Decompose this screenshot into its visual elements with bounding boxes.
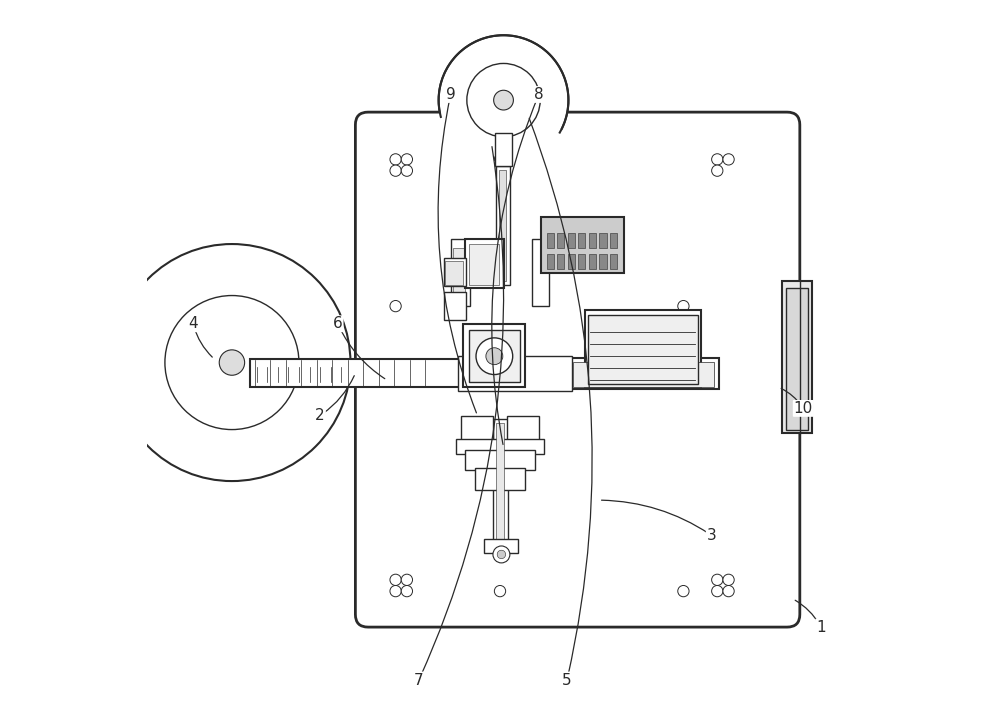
Circle shape (723, 585, 734, 597)
Bar (495, 132, 512, 166)
Circle shape (401, 165, 413, 176)
Bar (461, 416, 493, 443)
Circle shape (494, 585, 506, 597)
Text: 1: 1 (816, 619, 826, 635)
Bar (541, 217, 624, 273)
Bar (589, 232, 596, 248)
Bar (465, 450, 535, 470)
Bar (463, 324, 525, 387)
Text: 10: 10 (794, 401, 813, 416)
Circle shape (493, 546, 510, 563)
Bar (571, 358, 719, 390)
Circle shape (390, 154, 401, 165)
Circle shape (439, 36, 568, 165)
Circle shape (678, 585, 689, 597)
Bar (610, 254, 617, 269)
Circle shape (401, 574, 413, 585)
Bar (469, 330, 520, 383)
Circle shape (467, 63, 540, 137)
Circle shape (219, 350, 245, 375)
Circle shape (712, 585, 723, 597)
Circle shape (401, 154, 413, 165)
Bar (250, 359, 461, 387)
Text: 3: 3 (707, 528, 717, 543)
Bar (458, 356, 572, 391)
Bar (588, 314, 698, 384)
Bar (532, 239, 549, 306)
Bar (599, 254, 607, 269)
Bar (507, 416, 539, 443)
Circle shape (390, 301, 401, 311)
Circle shape (494, 154, 506, 165)
Bar (496, 166, 510, 285)
Text: 8: 8 (534, 87, 544, 102)
Bar (547, 232, 554, 248)
Circle shape (712, 574, 723, 585)
Bar (557, 254, 564, 269)
Bar (568, 254, 575, 269)
Text: 9: 9 (446, 87, 455, 102)
Circle shape (494, 90, 513, 110)
Bar (782, 282, 812, 433)
Bar (573, 362, 714, 387)
Bar (465, 239, 504, 289)
Circle shape (401, 585, 413, 597)
Bar (585, 310, 701, 387)
Bar (499, 170, 506, 282)
FancyBboxPatch shape (355, 112, 800, 627)
Bar (453, 247, 465, 301)
Circle shape (712, 165, 723, 176)
Circle shape (113, 244, 350, 481)
Circle shape (723, 154, 734, 165)
Circle shape (165, 296, 299, 429)
Bar (578, 254, 585, 269)
Bar (469, 244, 499, 285)
Bar (568, 232, 575, 248)
Circle shape (723, 574, 734, 585)
Text: 2: 2 (315, 408, 325, 423)
Circle shape (712, 154, 723, 165)
Bar (547, 254, 554, 269)
Text: 4: 4 (188, 316, 198, 331)
Circle shape (486, 348, 503, 365)
Bar (250, 367, 357, 383)
Bar (484, 539, 518, 553)
Text: 7: 7 (414, 673, 424, 688)
Circle shape (390, 165, 401, 176)
Bar (456, 439, 544, 454)
Circle shape (390, 585, 401, 597)
Bar (589, 254, 596, 269)
Bar (451, 239, 470, 306)
Bar (475, 469, 525, 490)
Circle shape (678, 301, 689, 311)
Bar (445, 261, 463, 285)
Circle shape (476, 338, 513, 375)
Bar (496, 423, 504, 543)
Bar (444, 258, 466, 287)
Text: 5: 5 (562, 673, 572, 688)
Circle shape (390, 574, 401, 585)
Text: 6: 6 (333, 316, 343, 331)
Bar (786, 289, 808, 429)
Bar (557, 232, 564, 248)
Bar (444, 292, 466, 320)
Circle shape (497, 550, 506, 559)
Bar (610, 232, 617, 248)
Bar (493, 419, 508, 546)
Bar (599, 232, 607, 248)
Bar (578, 232, 585, 248)
